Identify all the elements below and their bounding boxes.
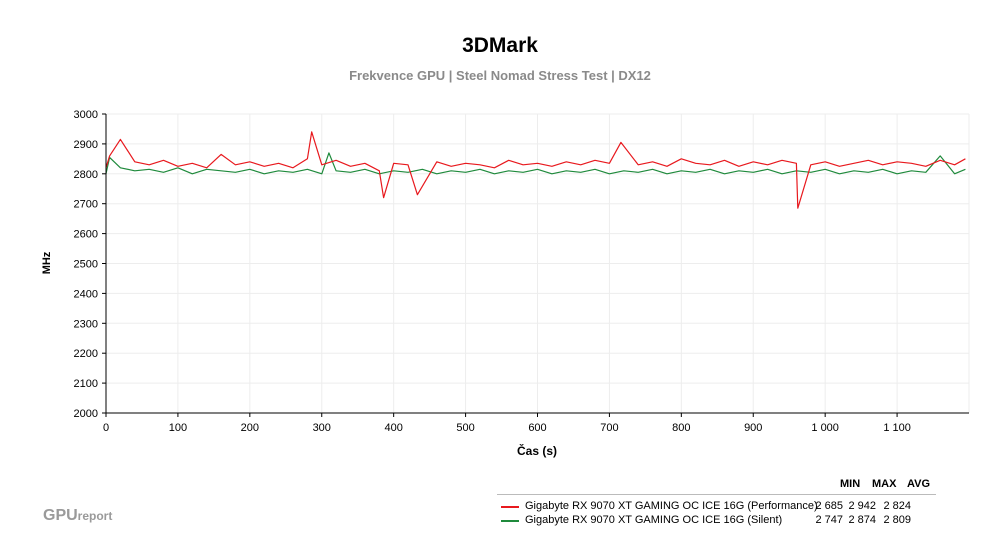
legend-header-min: MIN — [840, 478, 861, 490]
y-tick-label: 2500 — [74, 259, 98, 271]
legend-label-silent: Gigabyte RX 9070 XT GAMING OC ICE 16G (S… — [525, 514, 783, 526]
legend-row-performance: Gigabyte RX 9070 XT GAMING OC ICE 16G (P… — [497, 500, 942, 514]
legend-avg-silent: 2 809 — [883, 514, 911, 526]
legend-avg-performance: 2 824 — [883, 500, 911, 512]
chart-title: 3DMark — [462, 34, 538, 57]
x-tick-label: 0 — [103, 422, 109, 434]
x-tick-label: 200 — [241, 422, 259, 434]
y-tick-label: 2400 — [74, 288, 98, 300]
x-tick-label: 600 — [528, 422, 546, 434]
legend-divider — [497, 494, 936, 495]
x-tick-label: 1 100 — [883, 422, 911, 434]
legend-min-performance: 2 685 — [815, 500, 843, 512]
y-tick-label: 2100 — [74, 378, 98, 390]
legend-swatch-silent — [501, 520, 519, 522]
logo-sub-text: report — [77, 509, 113, 523]
series-layer — [105, 131, 966, 209]
x-tick-label: 1 000 — [811, 422, 839, 434]
y-tick-label: 2200 — [74, 348, 98, 360]
x-tick-label: 400 — [384, 422, 402, 434]
y-tick-label: 2000 — [74, 408, 98, 420]
y-axis-label: MHz — [41, 251, 53, 274]
series-line-performance — [105, 131, 966, 209]
y-tick-label: 2700 — [74, 199, 98, 211]
x-tick-label: 500 — [456, 422, 474, 434]
y-tick-label: 2800 — [74, 169, 98, 181]
x-axis-label: Čas (s) — [517, 443, 557, 458]
y-tick-label: 2600 — [74, 229, 98, 241]
x-tick-label: 100 — [169, 422, 187, 434]
series-line-silent — [105, 152, 966, 175]
logo-main-text: GPU — [43, 507, 78, 524]
y-tick-label: 2300 — [74, 318, 98, 330]
y-tick-label: 2900 — [74, 139, 98, 151]
x-tick-label: 800 — [672, 422, 690, 434]
y-tick-label: 3000 — [74, 109, 98, 121]
legend-label-performance: Gigabyte RX 9070 XT GAMING OC ICE 16G (P… — [525, 500, 818, 512]
legend-max-performance: 2 942 — [848, 500, 876, 512]
x-tick-label: 300 — [313, 422, 331, 434]
legend-header-max: MAX — [872, 478, 897, 490]
chart-subtitle: Frekvence GPU | Steel Nomad Stress Test … — [349, 68, 651, 83]
legend-min-silent: 2 747 — [815, 514, 843, 526]
legend-header-avg: AVG — [907, 478, 931, 490]
legend-max-silent: 2 874 — [848, 514, 876, 526]
x-tick-label: 900 — [744, 422, 762, 434]
x-tick-label: 700 — [600, 422, 618, 434]
legend-row-silent: Gigabyte RX 9070 XT GAMING OC ICE 16G (S… — [497, 514, 942, 528]
x-axis-ticks: 0 100 200 300 400 500 600 700 800 900 1 000 1 100 — [103, 413, 911, 434]
legend-swatch-performance — [501, 506, 519, 508]
gpureport-logo: GPUreport — [43, 507, 112, 525]
grid-lines — [106, 113, 970, 413]
y-axis-ticks: 2000 2100 2200 2300 2400 2500 2600 2700 2800 2900… — [74, 109, 106, 420]
